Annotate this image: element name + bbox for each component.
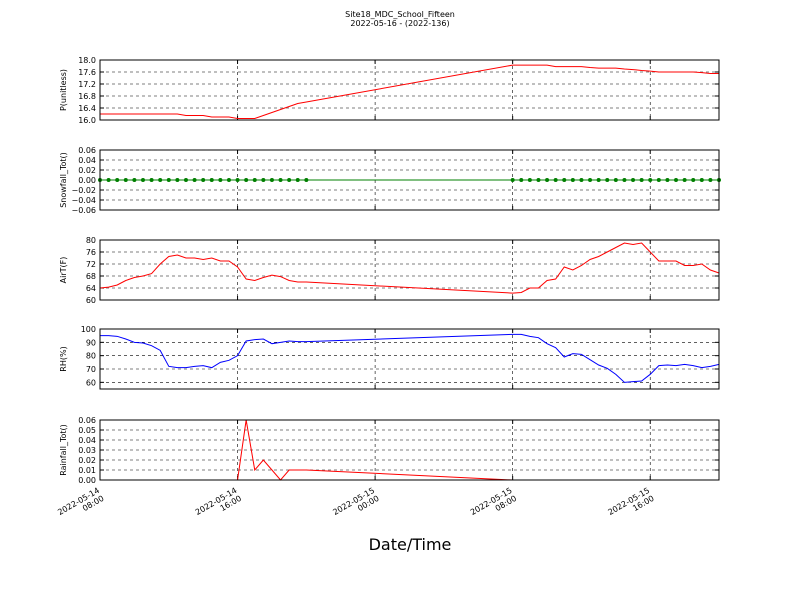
plot-frame	[99, 59, 720, 121]
y-tick-label: 90	[86, 338, 96, 347]
data-point	[648, 178, 653, 182]
plot-frame	[99, 239, 720, 301]
y-tick-label: −0.04	[71, 196, 96, 205]
data-point	[158, 178, 163, 182]
y-tick-label: 0.03	[78, 446, 96, 455]
y-axis-label: Rainfall_Tot()	[59, 424, 68, 476]
data-point	[562, 178, 567, 182]
y-tick-label: 72	[86, 260, 96, 269]
y-tick-label: −0.02	[71, 186, 96, 195]
data-point	[269, 178, 274, 182]
data-point	[588, 178, 593, 182]
data-point	[115, 178, 120, 182]
data-line	[99, 242, 720, 294]
data-point	[209, 178, 214, 182]
data-point	[699, 178, 704, 182]
data-point	[639, 178, 644, 182]
data-point	[674, 178, 679, 182]
data-point	[226, 178, 231, 182]
data-point	[295, 178, 300, 182]
data-point	[665, 178, 670, 182]
y-tick-label: 0.02	[78, 166, 96, 175]
data-point	[536, 178, 541, 182]
y-tick-label: 0.02	[78, 456, 96, 465]
y-tick-label: 0.01	[78, 466, 96, 475]
chart-subtitle: 2022-05-16 - (2022-136)	[350, 19, 449, 28]
data-point	[123, 178, 128, 182]
y-tick-label: 64	[86, 284, 96, 293]
x-axis-label: Date/Time	[369, 535, 452, 554]
y-tick-label: 60	[86, 296, 96, 305]
data-point	[656, 178, 661, 182]
data-line	[100, 64, 719, 119]
data-point	[519, 178, 524, 182]
y-tick-label: 80	[86, 236, 96, 245]
y-tick-label: 16.8	[78, 92, 96, 101]
data-point	[545, 178, 550, 182]
data-point	[708, 178, 713, 182]
y-tick-label: 80	[86, 352, 96, 361]
y-axis-label: RH(%)	[59, 346, 68, 371]
data-point	[218, 178, 223, 182]
y-tick-label: 0.00	[78, 476, 96, 485]
data-point	[527, 178, 532, 182]
data-point	[192, 178, 197, 182]
data-point	[596, 178, 601, 182]
y-tick-label: 18.0	[78, 56, 96, 65]
y-tick-label: 0.06	[78, 416, 96, 425]
y-tick-label: 100	[81, 325, 96, 334]
y-tick-label: 0.00	[78, 176, 96, 185]
chart-title: Site18_MDC_School_Fifteen	[345, 10, 455, 19]
plot-frame	[99, 149, 720, 211]
data-point	[691, 178, 696, 182]
y-axis-label: AirT(F)	[59, 257, 68, 284]
data-point	[175, 178, 180, 182]
data-point	[106, 178, 111, 182]
data-point	[510, 178, 515, 182]
y-tick-label: 17.2	[78, 80, 96, 89]
plot-frame	[99, 328, 720, 390]
y-tick-label: 60	[86, 378, 96, 387]
data-point	[252, 178, 257, 182]
data-point	[287, 178, 292, 182]
data-point	[235, 178, 240, 182]
y-tick-label: −0.06	[71, 206, 96, 215]
data-point	[278, 178, 283, 182]
y-tick-label: 0.05	[78, 426, 96, 435]
data-point	[553, 178, 558, 182]
data-point	[166, 178, 171, 182]
data-point	[201, 178, 206, 182]
y-tick-label: 0.04	[78, 156, 96, 165]
y-axis-label: P(unitless)	[59, 69, 68, 111]
y-tick-label: 16.0	[78, 116, 96, 125]
data-point	[261, 178, 266, 182]
data-point	[132, 178, 137, 182]
data-point	[682, 178, 687, 182]
data-point	[149, 178, 154, 182]
data-point	[613, 178, 618, 182]
data-point	[140, 178, 145, 182]
data-point	[183, 178, 188, 182]
y-axis-label: Snowfall_Tot()	[59, 152, 68, 208]
data-point	[631, 178, 636, 182]
data-point	[304, 178, 309, 182]
y-tick-label: 0.04	[78, 436, 96, 445]
y-tick-label: 76	[86, 248, 96, 257]
plot-frame	[99, 419, 720, 481]
data-point	[570, 178, 575, 182]
y-tick-label: 17.6	[78, 68, 96, 77]
y-tick-label: 70	[86, 365, 96, 374]
y-tick-label: 68	[86, 272, 96, 281]
data-point	[244, 178, 249, 182]
data-point	[579, 178, 584, 182]
y-tick-label: 16.4	[78, 104, 96, 113]
data-line	[100, 333, 720, 383]
y-tick-label: 0.06	[78, 146, 96, 155]
data-point	[605, 178, 610, 182]
data-point	[622, 178, 627, 182]
